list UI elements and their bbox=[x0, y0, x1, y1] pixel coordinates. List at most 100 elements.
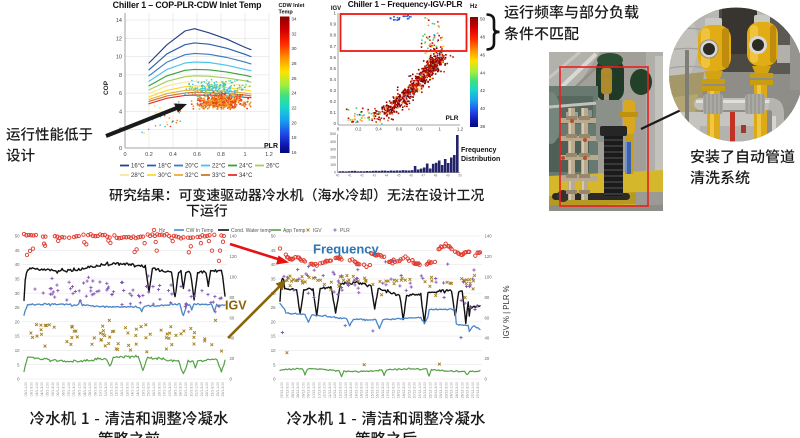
svg-text:24/12-1:00: 24/12-1:00 bbox=[450, 382, 454, 398]
svg-text:IGV: IGV bbox=[225, 299, 247, 313]
svg-text:18/12-3:00: 18/12-3:00 bbox=[402, 382, 406, 398]
svg-text:15/12-1:00: 15/12-1:00 bbox=[365, 382, 369, 398]
svg-text:26: 26 bbox=[292, 76, 298, 81]
svg-text:06/1-1:00: 06/1-1:00 bbox=[56, 382, 60, 396]
svg-text:40: 40 bbox=[15, 262, 20, 267]
svg-text:40: 40 bbox=[480, 106, 486, 111]
svg-text:28: 28 bbox=[292, 61, 298, 66]
svg-text:16/12-1:00: 16/12-1:00 bbox=[376, 382, 380, 398]
svg-text:14/12-3:00: 14/12-3:00 bbox=[360, 382, 364, 398]
svg-text:0.2: 0.2 bbox=[145, 152, 153, 158]
svg-text:22: 22 bbox=[292, 106, 298, 111]
svg-text:80: 80 bbox=[230, 295, 235, 300]
svg-text:50: 50 bbox=[15, 234, 20, 239]
svg-text:0.9: 0.9 bbox=[330, 22, 337, 27]
svg-text:0.2: 0.2 bbox=[330, 99, 337, 104]
svg-text:40: 40 bbox=[336, 174, 340, 178]
svg-text:22°C: 22°C bbox=[212, 164, 226, 170]
svg-text:30: 30 bbox=[292, 46, 298, 51]
svg-text:30: 30 bbox=[15, 291, 20, 296]
svg-text:42: 42 bbox=[360, 174, 364, 178]
svg-text:27/12-3:00: 27/12-3:00 bbox=[476, 382, 480, 398]
svg-text:0.3: 0.3 bbox=[330, 88, 337, 93]
svg-text:20/12-1:00: 20/12-1:00 bbox=[407, 382, 411, 398]
svg-text:46: 46 bbox=[409, 174, 413, 178]
svg-text:12/12-1:00: 12/12-1:00 bbox=[333, 382, 337, 398]
svg-text:32: 32 bbox=[292, 31, 298, 36]
svg-text:42: 42 bbox=[480, 88, 486, 93]
svg-text:20°C: 20°C bbox=[185, 164, 199, 170]
svg-text:5: 5 bbox=[273, 362, 276, 367]
svg-text:03/1-1:00: 03/1-1:00 bbox=[24, 382, 28, 396]
svg-text:35: 35 bbox=[15, 277, 20, 282]
svg-text:0: 0 bbox=[337, 127, 340, 132]
svg-text:20: 20 bbox=[485, 356, 490, 361]
svg-text:23/12-3:00: 23/12-3:00 bbox=[444, 382, 448, 398]
svg-text:30°C: 30°C bbox=[158, 173, 172, 179]
svg-text:43: 43 bbox=[372, 174, 376, 178]
svg-text:14/1-1:00: 14/1-1:00 bbox=[131, 382, 135, 396]
svg-text:28°C: 28°C bbox=[131, 173, 145, 179]
svg-text:13/1-1:00: 13/1-1:00 bbox=[120, 382, 124, 396]
svg-text:11/12-3:00: 11/12-3:00 bbox=[328, 382, 332, 398]
svg-text:100: 100 bbox=[330, 163, 336, 167]
svg-text:20: 20 bbox=[230, 356, 235, 361]
svg-text:13/12-3:00: 13/12-3:00 bbox=[349, 382, 353, 398]
svg-text:Chiller 1 – Frequency-IGV-PLR: Chiller 1 – Frequency-IGV-PLR bbox=[348, 0, 463, 9]
svg-text:16/1-3:00: 16/1-3:00 bbox=[157, 382, 161, 396]
svg-text:140: 140 bbox=[485, 234, 493, 239]
svg-text:80: 80 bbox=[485, 295, 490, 300]
svg-text:1.2: 1.2 bbox=[265, 152, 273, 158]
svg-text:21/1-1:00: 21/1-1:00 bbox=[195, 382, 199, 396]
svg-text:23/12-1:00: 23/12-1:00 bbox=[439, 382, 443, 398]
svg-text:21/1-3:00: 21/1-3:00 bbox=[200, 382, 204, 396]
svg-text:PLR: PLR bbox=[264, 143, 278, 150]
svg-text:COP: COP bbox=[103, 80, 110, 95]
svg-text:22/1-3:00: 22/1-3:00 bbox=[211, 382, 215, 396]
svg-text:03/1-3:00: 03/1-3:00 bbox=[30, 382, 34, 396]
svg-text:14/1-3:00: 14/1-3:00 bbox=[136, 382, 140, 396]
svg-text:10: 10 bbox=[15, 348, 20, 353]
svg-text:46: 46 bbox=[480, 52, 486, 57]
svg-text:4: 4 bbox=[119, 109, 122, 115]
svg-text:0: 0 bbox=[485, 377, 488, 382]
svg-text:16/1-1:00: 16/1-1:00 bbox=[152, 382, 156, 396]
svg-text:200: 200 bbox=[330, 155, 336, 159]
svg-text:50: 50 bbox=[271, 234, 276, 239]
svg-text:18/1-3:00: 18/1-3:00 bbox=[179, 382, 183, 396]
svg-text:06/1-3:00: 06/1-3:00 bbox=[61, 382, 65, 396]
svg-text:45: 45 bbox=[271, 248, 276, 253]
svg-text:35: 35 bbox=[271, 277, 276, 282]
svg-text:41: 41 bbox=[348, 174, 352, 178]
svg-text:500: 500 bbox=[330, 132, 336, 136]
svg-text:17/1-1:00: 17/1-1:00 bbox=[163, 382, 167, 396]
svg-text:09/1-3:00: 09/1-3:00 bbox=[93, 382, 97, 396]
svg-text:21/12-1:00: 21/12-1:00 bbox=[418, 382, 422, 398]
svg-text:IGV % | PLR %: IGV % | PLR % bbox=[502, 285, 511, 338]
svg-text:14/12-1:00: 14/12-1:00 bbox=[354, 382, 358, 398]
svg-text:15/1-3:00: 15/1-3:00 bbox=[147, 382, 151, 396]
svg-text:0: 0 bbox=[17, 377, 20, 382]
svg-text:14: 14 bbox=[116, 18, 122, 24]
svg-text:40: 40 bbox=[485, 336, 490, 341]
svg-text:100: 100 bbox=[485, 274, 493, 279]
svg-text:140: 140 bbox=[230, 234, 238, 239]
svg-text:45: 45 bbox=[15, 248, 20, 253]
svg-text:0: 0 bbox=[123, 152, 126, 158]
svg-text:18°C: 18°C bbox=[158, 164, 172, 170]
svg-text:1: 1 bbox=[243, 152, 246, 158]
svg-text:60: 60 bbox=[485, 315, 490, 320]
svg-text:47: 47 bbox=[421, 174, 425, 178]
svg-text:25: 25 bbox=[271, 305, 276, 310]
svg-text:60: 60 bbox=[230, 315, 235, 320]
svg-text:20: 20 bbox=[271, 319, 276, 324]
svg-text:10: 10 bbox=[271, 348, 276, 353]
svg-text:Temp: Temp bbox=[279, 10, 294, 16]
svg-text:25: 25 bbox=[15, 305, 20, 310]
svg-text:34: 34 bbox=[292, 17, 298, 22]
svg-text:IGV: IGV bbox=[313, 228, 322, 234]
svg-text:27/12-1:00: 27/12-1:00 bbox=[471, 382, 475, 398]
svg-text:21/12-3:00: 21/12-3:00 bbox=[423, 382, 427, 398]
svg-text:0.5: 0.5 bbox=[330, 66, 337, 71]
svg-text:Chiller 1 – COP-PLR-CDW Inlet: Chiller 1 – COP-PLR-CDW Inlet Temp bbox=[113, 0, 262, 10]
